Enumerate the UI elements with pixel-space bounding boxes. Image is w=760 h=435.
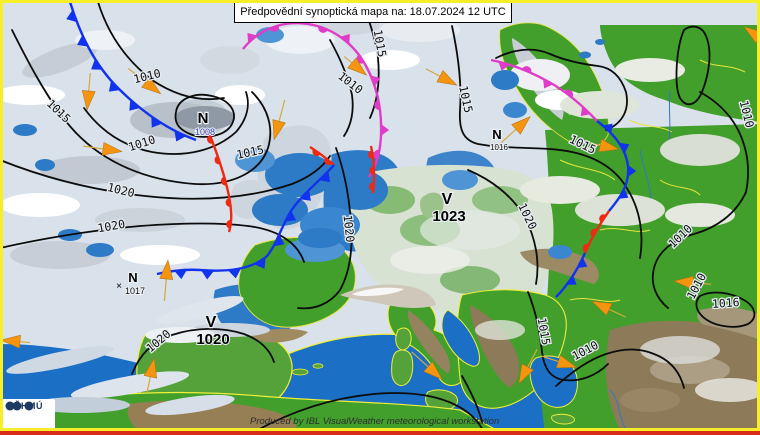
- svg-text:N: N: [198, 110, 209, 127]
- land-crete: [551, 413, 575, 425]
- svg-text:1020: 1020: [96, 217, 126, 236]
- svg-text:1020: 1020: [341, 214, 358, 243]
- svg-text:1008: 1008: [195, 127, 215, 137]
- map-title: Předpovědní synoptická mapa na: 18.07.20…: [234, 2, 512, 23]
- svg-text:V: V: [442, 191, 453, 208]
- inner-seas: [441, 39, 753, 412]
- svg-text:1015: 1015: [371, 28, 390, 58]
- mountain-layer: [127, 38, 760, 432]
- svg-text:1020: 1020: [196, 331, 229, 348]
- country-border: [699, 59, 746, 73]
- svg-text:N: N: [492, 127, 501, 142]
- country-border: [659, 179, 701, 196]
- frame-border-bottom: [0, 428, 760, 431]
- lake: [595, 39, 605, 45]
- svg-text:1020: 1020: [106, 180, 136, 200]
- river: [609, 389, 626, 429]
- country-border: [569, 298, 621, 302]
- lake: [579, 51, 591, 59]
- country-border: [559, 159, 616, 181]
- mtn-alps: [340, 284, 436, 308]
- land-green-patch: [472, 186, 528, 214]
- land-denmark: [420, 192, 444, 220]
- frame-border-top: [0, 0, 760, 3]
- mtn-caucasus: [697, 307, 760, 340]
- frame-border-bottom-red: [0, 431, 760, 435]
- land-balearics: [312, 363, 324, 369]
- svg-text:1016: 1016: [711, 295, 740, 311]
- land-green-patch: [440, 266, 500, 294]
- svg-text:1015: 1015: [535, 316, 554, 346]
- svg-text:×: ×: [116, 281, 122, 292]
- cloud-layer: [0, 15, 760, 416]
- frame-border-left: [0, 0, 3, 435]
- chmu-logo: ČHMÚ: [2, 399, 55, 431]
- svg-text:N: N: [128, 270, 137, 285]
- chmu-logo-icon: [5, 401, 34, 411]
- svg-text:1016: 1016: [490, 143, 508, 152]
- frame-border-right: [757, 0, 760, 435]
- front-layer: [66, 1, 637, 298]
- mtn-anatolia-rock: [620, 388, 680, 412]
- mtn-carpathians: [520, 248, 599, 284]
- land-sardinia: [391, 349, 414, 387]
- mtn-apennines: [407, 310, 450, 374]
- land-balearics: [291, 368, 309, 376]
- svg-text:1017: 1017: [125, 286, 145, 296]
- svg-text:1023: 1023: [432, 208, 465, 225]
- mtn-alps-snow: [352, 287, 404, 296]
- credit-text: Produced by IBL VisualWeather meteorolog…: [250, 416, 500, 427]
- country-border: [599, 228, 651, 232]
- country-border: [629, 119, 673, 133]
- land-corsica: [395, 327, 412, 351]
- svg-text:V: V: [206, 314, 217, 331]
- adriatic-sea: [441, 309, 480, 367]
